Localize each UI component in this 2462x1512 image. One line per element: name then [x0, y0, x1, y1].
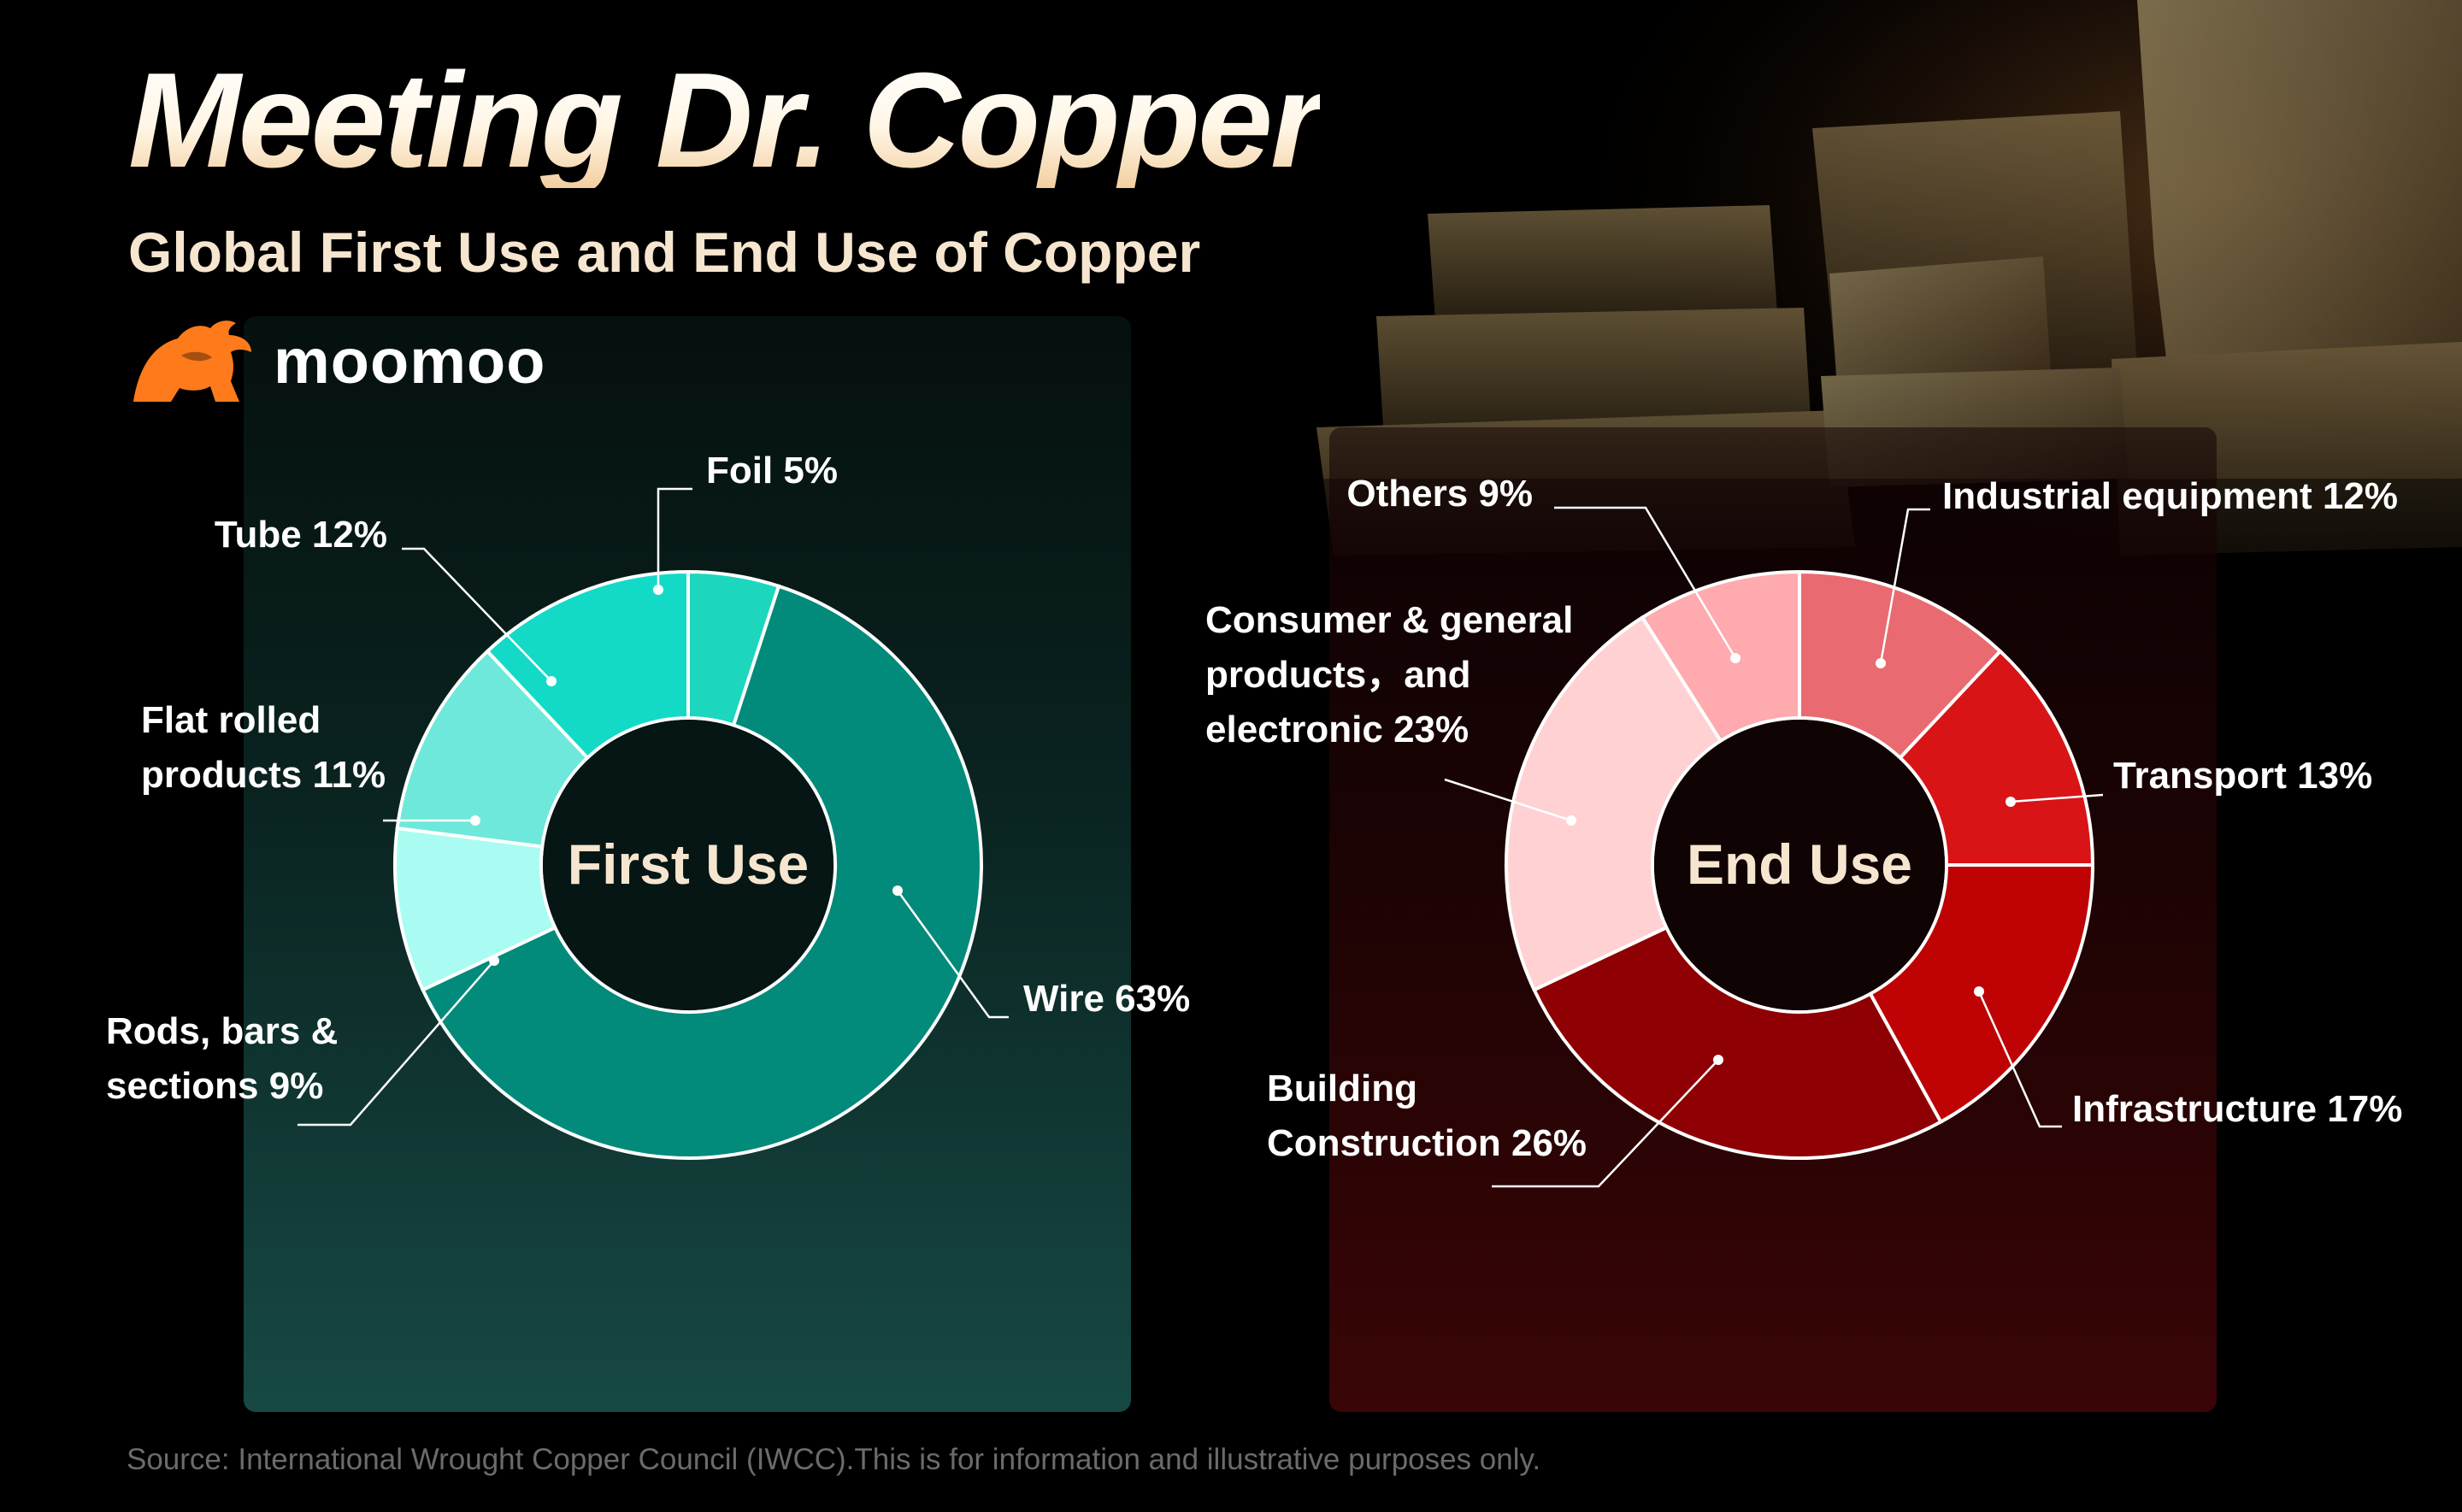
- end-use-leader-dot-5: [1730, 653, 1740, 663]
- first-use-slice-3: [395, 649, 591, 849]
- end-use-leader-line-1: [2010, 793, 2104, 803]
- first-use-slice-4: [485, 569, 690, 761]
- end-use-slice-3: [1531, 925, 1943, 1160]
- end-use-leader-line-5: [1554, 506, 1737, 659]
- end-use-label-4: Consumer & general products，and electronic…: [1205, 599, 1573, 750]
- first-use-leader-line-4: [402, 547, 552, 682]
- end-use-leader-line-2: [1977, 991, 2062, 1128]
- first-use-leader-dot-4: [546, 676, 557, 686]
- first-use-leader-dot-0: [653, 585, 663, 595]
- first-use-label-0: Foil 5%: [706, 450, 838, 491]
- end-use-label-5: Others 9%: [1346, 473, 1533, 515]
- end-use-label-3: Building Construction 26%: [1267, 1068, 1587, 1164]
- first-use-leader-dot-3: [470, 815, 480, 826]
- source-note: Source: International Wrought Copper Cou…: [127, 1443, 1541, 1476]
- first-use-center-title: First Use: [568, 832, 809, 896]
- first-use-leader-line-0: [657, 487, 692, 590]
- first-use-label-4: Tube 12%: [215, 514, 387, 556]
- first-use-label-1: Wire 63%: [1023, 978, 1190, 1020]
- end-use-center-title: End Use: [1687, 832, 1912, 896]
- end-use-label-2: Infrastructure 17%: [2072, 1088, 2402, 1130]
- end-use-slice-5: [1640, 569, 1801, 744]
- brand-name: moomoo: [274, 325, 546, 397]
- brand-logo: moomoo: [127, 318, 545, 403]
- page-subtitle: Global First Use and End Use of Copper: [128, 221, 1201, 284]
- end-use-leader-dot-3: [1713, 1055, 1723, 1065]
- end-use-leader-line-0: [1879, 508, 1930, 664]
- end-use-leader-dot-0: [1876, 658, 1886, 668]
- first-use-leader-line-1: [896, 890, 1009, 1019]
- end-use-leader-dot-4: [1566, 815, 1576, 826]
- end-use-slice-1: [1897, 649, 2095, 867]
- first-use-leader-dot-1: [892, 885, 903, 896]
- first-use-center: [543, 720, 833, 1010]
- end-use-leader-dot-2: [1974, 986, 1984, 997]
- end-use-slice-4: [1504, 615, 1723, 992]
- end-use-slice-0: [1798, 569, 2003, 761]
- first-use-label-3: Flat rolled products 11%: [141, 699, 386, 796]
- end-use-label-0: Industrial equipment 12%: [1942, 475, 2398, 517]
- end-use-label-1: Transport 13%: [2113, 755, 2372, 797]
- bull-logo-icon: [133, 321, 251, 402]
- first-use-leader-line-2: [297, 960, 495, 1127]
- first-use-slice-1: [420, 584, 983, 1160]
- first-use-leader-dot-2: [489, 956, 499, 966]
- page-title: Meeting Dr. Copper: [128, 45, 1322, 196]
- end-use-leader-line-4: [1444, 778, 1572, 822]
- end-use-center: [1654, 720, 1945, 1010]
- end-use-leader-dot-1: [2006, 797, 2016, 807]
- end-use-leader-line-3: [1492, 1059, 1719, 1188]
- first-use-label-2: Rods, bars & sections 9%: [106, 1010, 338, 1107]
